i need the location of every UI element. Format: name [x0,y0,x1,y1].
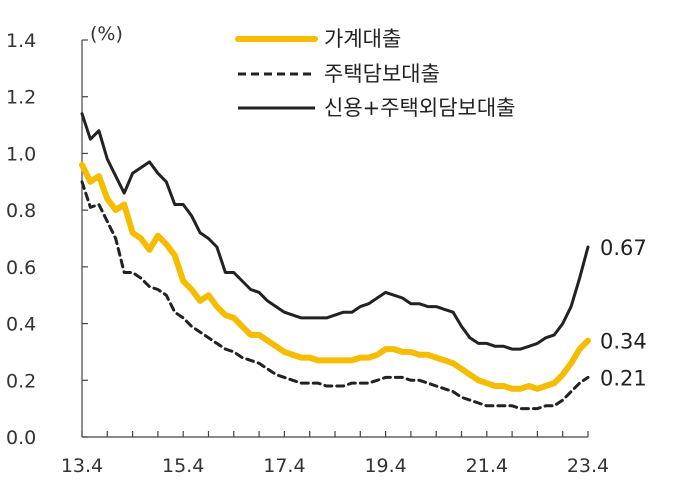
y-tick-label: 1.0 [6,143,36,165]
series-line-mortgage [80,180,590,411]
series-line-credit [80,112,590,351]
plot-area [79,112,591,411]
x-tick-label: 17.4 [263,455,305,477]
y-tick-label: 0.4 [6,314,36,336]
y-tick-label: 1.2 [6,87,36,109]
series-line-household [79,161,591,392]
legend-label-mortgage: 주택담보대출 [324,62,440,86]
legend-label-household: 가계대출 [324,27,401,51]
end-label-household: 0.34 [600,330,647,354]
y-axis-unit-label: (%) [90,23,123,45]
x-tick-label: 13.4 [61,455,103,477]
y-tick-label: 1.4 [6,30,36,52]
x-tick-label: 19.4 [364,455,406,477]
x-tick-label: 21.4 [466,455,508,477]
end-labels: 0.34 0.21 0.67 [600,236,647,390]
legend-label-credit: 신용+주택외담보대출 [324,96,515,120]
y-tick-label: 0.8 [6,200,36,222]
x-tick-label: 23.4 [567,455,609,477]
y-tick-label: 0.2 [6,370,36,392]
y-tick-label: 0.6 [6,257,36,279]
x-axis: 13.4 15.4 17.4 19.4 21.4 23.4 [61,431,609,477]
x-tick-label: 15.4 [162,455,204,477]
y-tick-label: 0.0 [6,427,36,449]
end-label-credit: 0.67 [600,236,647,260]
legend: 가계대출 주택담보대출 신용+주택외담보대출 [235,27,515,120]
end-label-mortgage: 0.21 [600,366,647,390]
y-axis: 0.0 0.2 0.4 0.6 0.8 1.0 1.2 1.4 [6,30,88,449]
